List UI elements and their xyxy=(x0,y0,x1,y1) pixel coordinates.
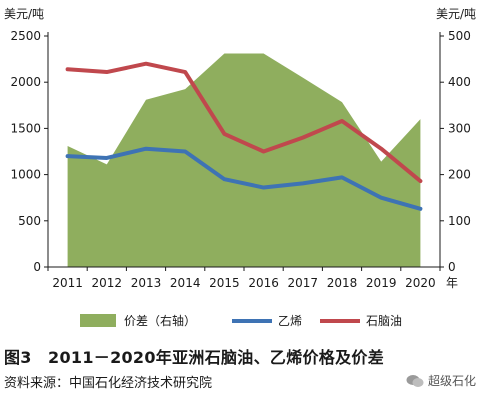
x-tick-label: 2015 xyxy=(209,276,240,290)
chart: 0 500 1000 1500 2000 2500 0 100 200 300 400 500 2011… xyxy=(4,7,476,328)
legend-label-naphtha: 石脑油 xyxy=(366,314,402,328)
axes: 0 500 1000 1500 2000 2500 0 100 200 300 400 500 2011… xyxy=(4,7,476,290)
legend-label-ethylene: 乙烯 xyxy=(278,314,302,328)
watermark: 超级石化 xyxy=(406,372,476,389)
y-left-tick-label: 1000 xyxy=(10,168,41,182)
y-left-unit-label: 美元/吨 xyxy=(4,7,44,21)
plot-area xyxy=(65,53,423,267)
x-tick-label: 2020 xyxy=(405,276,436,290)
y-right-tick-label: 200 xyxy=(448,168,471,182)
x-tick-label: 2017 xyxy=(288,276,319,290)
x-tick-label: 2014 xyxy=(170,276,201,290)
line-series-ethylene xyxy=(65,146,423,211)
x-tick-label: 2018 xyxy=(327,276,358,290)
y-right-tick-label: 400 xyxy=(448,75,471,89)
legend: 价差（右轴） 乙烯 石脑油 xyxy=(80,313,402,328)
wechat-icon xyxy=(406,374,424,387)
y-left-tick-label: 0 xyxy=(33,260,41,274)
y-left-tick-label: 1500 xyxy=(10,121,41,135)
y-left-tick-label: 500 xyxy=(18,214,41,228)
figure-caption: 图3 2011－2020年亚洲石脑油、乙烯价格及价差 xyxy=(4,348,384,367)
y-right-tick-label: 500 xyxy=(448,29,471,43)
legend-swatch-spread xyxy=(80,314,116,327)
y-right-unit-label: 美元/吨 xyxy=(436,7,476,21)
x-tick-label: 2011 xyxy=(52,276,83,290)
x-tick-label: 2019 xyxy=(366,276,397,290)
y-left-tick-label: 2000 xyxy=(10,75,41,89)
x-tick-label: 2012 xyxy=(92,276,123,290)
source-note: 资料来源：中国石化经济技术研究院 xyxy=(4,376,213,391)
x-unit-label: 年 xyxy=(446,276,458,290)
x-tick-label: 2013 xyxy=(131,276,162,290)
y-left-tick-label: 2500 xyxy=(10,29,41,43)
watermark-text: 超级石化 xyxy=(427,374,476,388)
area-series-spread xyxy=(67,53,421,267)
y-right-tick-label: 300 xyxy=(448,121,471,135)
x-tick-label: 2016 xyxy=(248,276,279,290)
line-series-naphtha xyxy=(65,61,423,184)
legend-label-spread: 价差（右轴） xyxy=(124,313,196,328)
y-right-tick-label: 100 xyxy=(448,214,471,228)
y-right-tick-label: 0 xyxy=(448,260,456,274)
